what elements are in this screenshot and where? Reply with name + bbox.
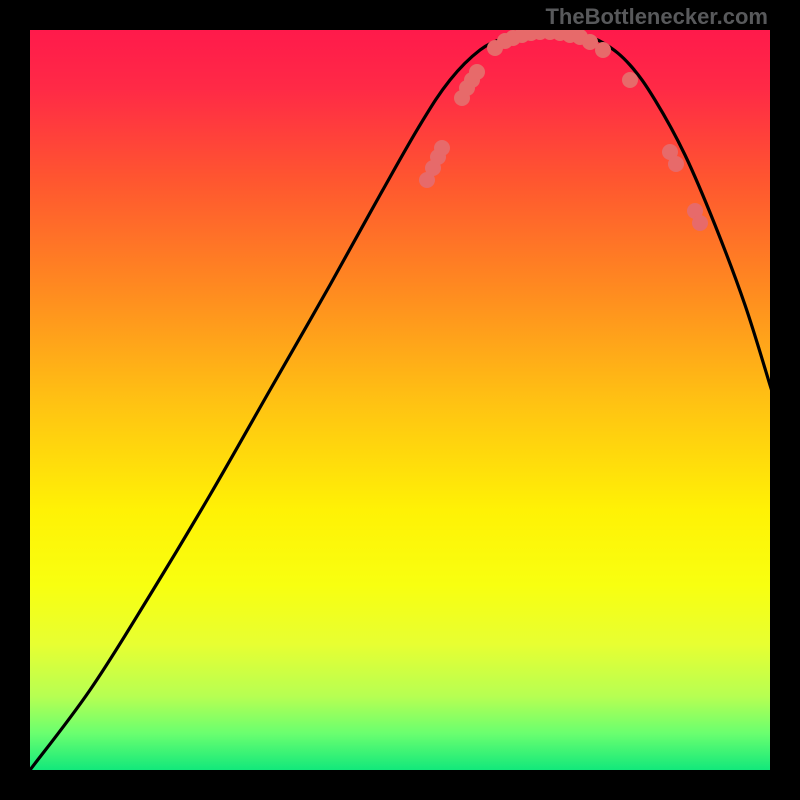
data-point	[434, 140, 450, 156]
chart-svg	[30, 30, 770, 770]
chart-area	[30, 30, 770, 770]
data-point	[469, 64, 485, 80]
data-point	[668, 156, 684, 172]
gradient-background	[30, 30, 770, 770]
data-point	[692, 215, 708, 231]
data-point	[595, 42, 611, 58]
data-point	[622, 72, 638, 88]
watermark-text: TheBottlenecker.com	[545, 4, 768, 30]
